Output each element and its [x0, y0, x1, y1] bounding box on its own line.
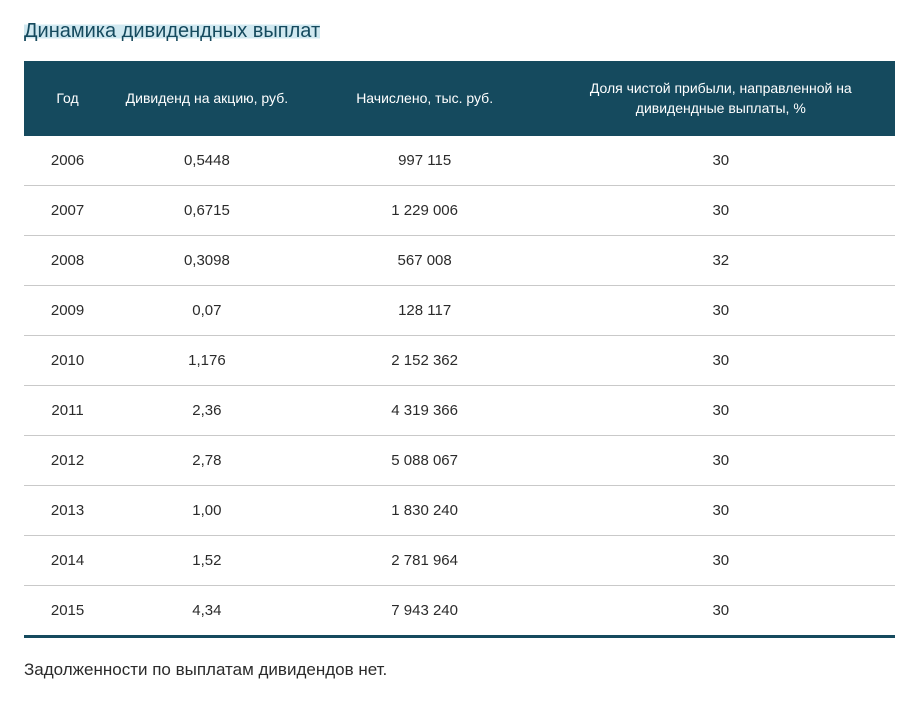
- cell-accrued: 567 008: [303, 236, 547, 286]
- table-row: 20154,347 943 24030: [24, 586, 895, 637]
- dividends-table: Год Дивиденд на акцию, руб. Начислено, т…: [24, 61, 895, 638]
- table-body: 20060,5448997 1153020070,67151 229 00630…: [24, 136, 895, 637]
- col-header-dividend: Дивиденд на акцию, руб.: [111, 61, 303, 136]
- cell-share: 30: [547, 536, 895, 586]
- cell-dividend: 2,78: [111, 436, 303, 486]
- cell-dividend: 2,36: [111, 386, 303, 436]
- cell-share: 30: [547, 586, 895, 637]
- table-row: 20122,785 088 06730: [24, 436, 895, 486]
- cell-accrued: 4 319 366: [303, 386, 547, 436]
- cell-share: 30: [547, 136, 895, 186]
- cell-accrued: 2 152 362: [303, 336, 547, 386]
- cell-year: 2007: [24, 186, 111, 236]
- cell-dividend: 4,34: [111, 586, 303, 637]
- cell-share: 30: [547, 486, 895, 536]
- cell-year: 2008: [24, 236, 111, 286]
- cell-accrued: 7 943 240: [303, 586, 547, 637]
- table-row: 20080,3098567 00832: [24, 236, 895, 286]
- table-row: 20131,001 830 24030: [24, 486, 895, 536]
- cell-accrued: 1 229 006: [303, 186, 547, 236]
- section-title-text: Динамика дивидендных выплат: [24, 20, 320, 42]
- cell-dividend: 1,176: [111, 336, 303, 386]
- table-row: 20070,67151 229 00630: [24, 186, 895, 236]
- cell-dividend: 0,5448: [111, 136, 303, 186]
- table-row: 20060,5448997 11530: [24, 136, 895, 186]
- cell-accrued: 5 088 067: [303, 436, 547, 486]
- col-header-accrued: Начислено, тыс. руб.: [303, 61, 547, 136]
- cell-year: 2012: [24, 436, 111, 486]
- table-header-row: Год Дивиденд на акцию, руб. Начислено, т…: [24, 61, 895, 136]
- cell-dividend: 0,3098: [111, 236, 303, 286]
- cell-dividend: 1,00: [111, 486, 303, 536]
- cell-dividend: 0,6715: [111, 186, 303, 236]
- cell-share: 30: [547, 286, 895, 336]
- cell-dividend: 1,52: [111, 536, 303, 586]
- cell-accrued: 128 117: [303, 286, 547, 336]
- cell-year: 2015: [24, 586, 111, 637]
- cell-share: 30: [547, 386, 895, 436]
- cell-year: 2010: [24, 336, 111, 386]
- cell-accrued: 997 115: [303, 136, 547, 186]
- col-header-year: Год: [24, 61, 111, 136]
- cell-share: 30: [547, 186, 895, 236]
- cell-year: 2014: [24, 536, 111, 586]
- cell-dividend: 0,07: [111, 286, 303, 336]
- cell-year: 2013: [24, 486, 111, 536]
- footnote-text: Задолженности по выплатам дивидендов нет…: [24, 660, 895, 680]
- cell-year: 2011: [24, 386, 111, 436]
- table-row: 20090,07128 11730: [24, 286, 895, 336]
- table-row: 20112,364 319 36630: [24, 386, 895, 436]
- cell-share: 32: [547, 236, 895, 286]
- col-header-share: Доля чистой прибыли, направленной на див…: [547, 61, 895, 136]
- table-row: 20101,1762 152 36230: [24, 336, 895, 386]
- table-row: 20141,522 781 96430: [24, 536, 895, 586]
- cell-year: 2009: [24, 286, 111, 336]
- cell-share: 30: [547, 336, 895, 386]
- cell-year: 2006: [24, 136, 111, 186]
- section-title: Динамика дивидендных выплат: [24, 20, 320, 43]
- cell-accrued: 2 781 964: [303, 536, 547, 586]
- cell-share: 30: [547, 436, 895, 486]
- cell-accrued: 1 830 240: [303, 486, 547, 536]
